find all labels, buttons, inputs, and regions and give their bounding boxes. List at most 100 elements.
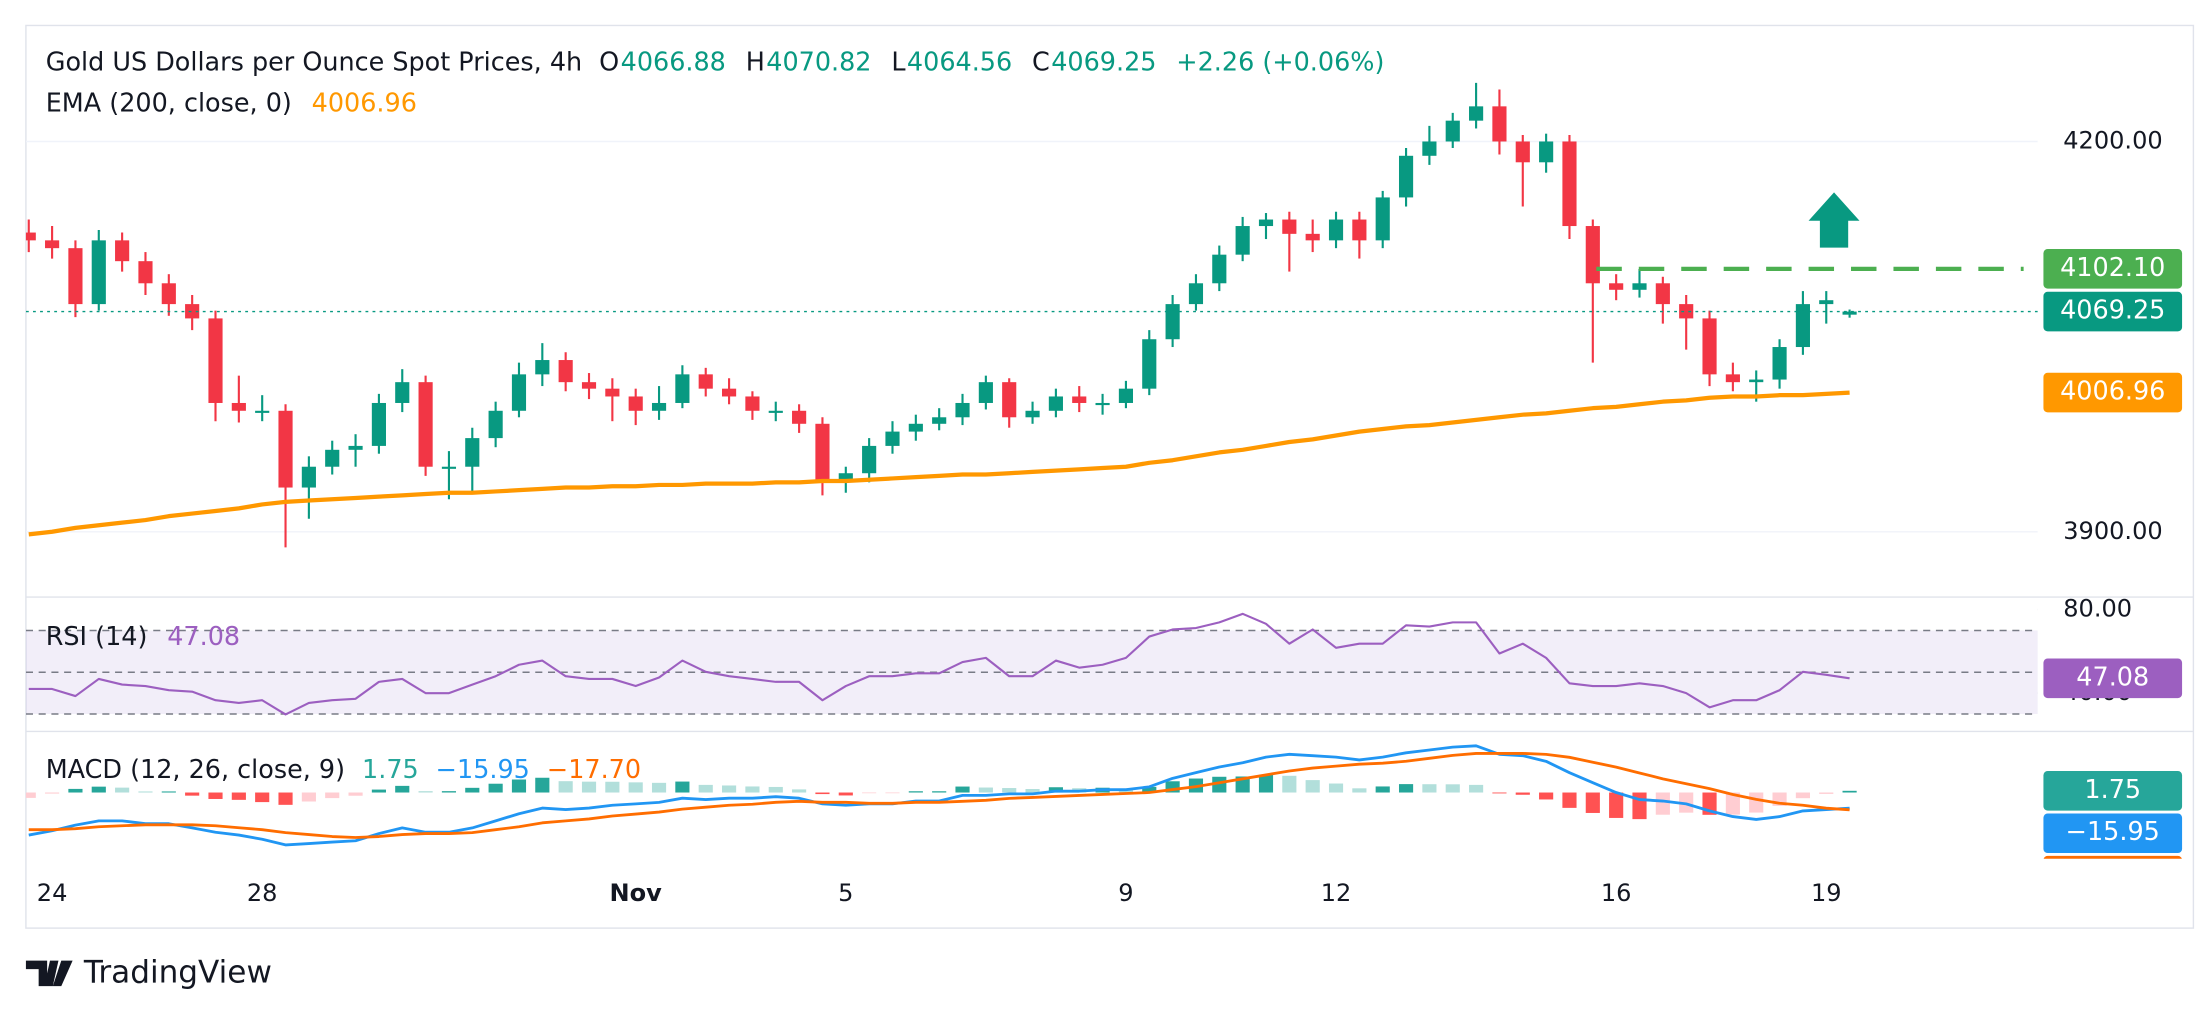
macd-histogram-bar — [722, 785, 737, 793]
macd-histogram-bar — [1025, 788, 1040, 793]
candle-body — [1585, 226, 1600, 284]
candle-body — [45, 240, 60, 249]
macd-histogram-bar — [1725, 792, 1740, 815]
level-badge: 4102.10 — [2060, 253, 2165, 283]
candle-body — [1142, 339, 1157, 389]
candle-body — [1795, 304, 1810, 348]
ema-badge: 4006.96 — [2060, 377, 2165, 407]
candle-body — [1258, 219, 1274, 227]
macd-histogram-bar — [955, 786, 970, 793]
legend-text: O — [599, 48, 619, 78]
macd-histogram-bar — [418, 791, 433, 793]
candle-body — [1282, 219, 1297, 234]
up-arrow — [1808, 192, 1860, 248]
candle-body — [1749, 379, 1764, 383]
legend-text: 4064.56 — [907, 48, 1012, 78]
candle-body — [698, 374, 713, 389]
macd-histogram-bar — [325, 792, 340, 799]
candle-body — [1212, 254, 1227, 284]
macd-histogram-bar — [1398, 784, 1414, 793]
rsi-badge-bg — [2043, 658, 2183, 699]
macd-histogram-bar — [1212, 776, 1227, 793]
y-tick-label: 3900.00 — [2063, 517, 2162, 545]
ema-line — [28, 390, 1850, 537]
macd-histogram-bar — [581, 781, 597, 793]
macd-histogram-bar — [815, 792, 830, 795]
macd-histogram-bar — [1375, 786, 1390, 793]
candle-body — [511, 374, 527, 411]
candle-body — [722, 388, 737, 397]
macd-histogram-bar — [792, 789, 807, 793]
candle-body — [1445, 120, 1460, 142]
candle-body — [1679, 304, 1694, 319]
last-price-badge-bg — [2043, 291, 2183, 332]
legend-text: −17.70 — [547, 755, 641, 785]
price-pane — [25, 82, 2038, 548]
legend-text: +2.26 (+0.06%) — [1176, 48, 1384, 78]
candle-body — [1235, 226, 1250, 255]
candle-body — [371, 402, 386, 446]
y-tick-label: 4200.00 — [2063, 126, 2162, 154]
candle-body — [1702, 318, 1717, 375]
x-tick-label: Nov — [610, 879, 663, 907]
candle-body — [418, 382, 433, 467]
macd-histogram-bar — [45, 792, 60, 794]
macd-histogram-bar — [1562, 792, 1577, 808]
candle-body — [1188, 283, 1204, 305]
candle-body — [815, 423, 830, 482]
legend-text: 1.75 — [362, 755, 419, 785]
candle-body — [488, 410, 503, 439]
candle-body — [581, 382, 597, 389]
candle-body — [325, 449, 340, 467]
candle-body — [1725, 374, 1740, 383]
candle-body — [1375, 197, 1390, 241]
candle-body — [1072, 396, 1087, 403]
macd-histogram-bar — [1492, 792, 1507, 794]
candle-body — [675, 374, 690, 403]
candle-body — [115, 240, 130, 262]
legend: MACD (12, 26, close, 9) 1.75 −15.95 −17.70 — [46, 755, 641, 785]
x-tick-label: 5 — [838, 879, 853, 907]
macd-histogram-bar — [978, 787, 993, 793]
legend-text: 47.08 — [167, 622, 240, 652]
candle-body — [25, 232, 36, 241]
candle-body — [792, 410, 807, 424]
x-tick-label: 19 — [1811, 879, 1842, 907]
legend-text: 4066.88 — [621, 48, 726, 78]
candle-body — [605, 388, 620, 397]
legend: EMA (200, close, 0) 4006.96 — [46, 89, 417, 119]
candle-body — [932, 417, 947, 424]
legend-text: Gold US Dollars per Ounce Spot Prices, 4… — [46, 48, 582, 78]
macd-histogram-bar — [1305, 780, 1320, 793]
candle-body — [91, 240, 106, 305]
candle-body — [1492, 106, 1507, 142]
macd-badge-bg — [2043, 813, 2183, 854]
candle-body — [1469, 106, 1484, 121]
candle-body — [1772, 347, 1787, 380]
candle-body — [1305, 233, 1320, 241]
macd-histogram-bar — [441, 791, 457, 793]
legend-text: RSI (14) — [46, 622, 148, 652]
legend-text: −15.95 — [436, 755, 530, 785]
candle-body — [208, 318, 223, 403]
macd-histogram-bar — [161, 791, 176, 793]
macd-histogram-bar — [862, 792, 877, 794]
brand-name: TradingView — [83, 954, 272, 990]
macd-histogram-bar — [1842, 790, 1857, 793]
macd-histogram-bar — [138, 791, 153, 793]
macd-histogram-bar — [1609, 792, 1624, 818]
candle-body — [301, 466, 316, 488]
candle-body — [1048, 396, 1063, 411]
legend: RSI (14) 47.08 — [46, 622, 240, 652]
macd-histogram-bar — [605, 781, 620, 793]
candle-body — [955, 402, 970, 418]
legend: Gold US Dollars per Ounce Spot Prices, 4… — [46, 48, 1385, 78]
macd-histogram-bar — [885, 792, 900, 794]
candle-body — [1352, 219, 1367, 241]
macd-histogram-bar — [255, 792, 270, 803]
ema-badge-bg — [2043, 372, 2183, 413]
macd-histogram-bar — [1352, 788, 1367, 793]
